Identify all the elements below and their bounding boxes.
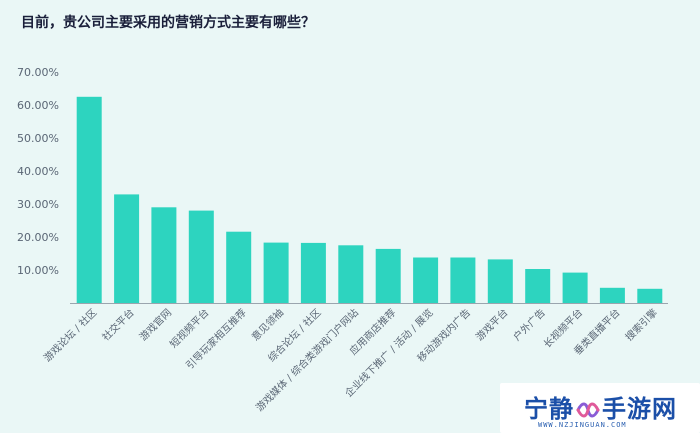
- logo-icon: [576, 402, 600, 418]
- bar: [151, 207, 177, 303]
- bar: [599, 287, 625, 303]
- x-tick-label: 引导玩家相互推荐: [183, 306, 249, 372]
- y-tick-label: 20.00%: [17, 231, 59, 244]
- watermark: 宁静 手游网 WWW.NZJINGUAN.COM: [500, 383, 700, 433]
- bar: [562, 272, 588, 303]
- bars: [76, 96, 663, 304]
- bar: [338, 245, 364, 304]
- watermark-part2: 手游网: [602, 395, 677, 423]
- bar: [450, 257, 476, 303]
- bar: [487, 259, 513, 303]
- y-axis-ticks: 70.00% 60.00% 50.00% 40.00% 30.00% 20.00% 10.0…: [17, 66, 59, 277]
- y-tick-label: 10.00%: [17, 264, 59, 277]
- x-tick-label: 户外广告: [510, 306, 547, 343]
- bar: [76, 96, 102, 304]
- chart-title: 目前，贵公司主要采用的营销方式主要有哪些？: [21, 15, 315, 31]
- bar: [375, 248, 401, 303]
- bar: [263, 242, 289, 303]
- x-tick-label: 社交平台: [99, 306, 136, 343]
- x-tick-label: 游戏平台: [473, 306, 510, 343]
- bar: [300, 242, 326, 303]
- x-tick-label: 游戏官网: [137, 306, 174, 343]
- bar: [525, 269, 551, 303]
- bar: [637, 288, 663, 303]
- watermark-text: 宁静 手游网: [524, 389, 677, 424]
- y-tick-label: 60.00%: [17, 99, 59, 112]
- bar: [114, 194, 140, 303]
- bar: [413, 257, 439, 303]
- x-tick-label: 搜索引擎: [622, 306, 659, 343]
- y-tick-label: 40.00%: [17, 165, 59, 178]
- bar: [226, 231, 252, 303]
- x-tick-label: 游戏论坛 / 社区: [41, 306, 100, 365]
- y-tick-label: 50.00%: [17, 132, 59, 145]
- watermark-url: WWW.NZJINGUAN.COM: [538, 421, 627, 429]
- x-tick-label: 意见领袖: [249, 306, 286, 343]
- watermark-part1: 宁静: [524, 395, 574, 423]
- y-tick-label: 30.00%: [17, 198, 59, 211]
- bar: [188, 210, 214, 303]
- y-tick-label: 70.00%: [17, 66, 59, 79]
